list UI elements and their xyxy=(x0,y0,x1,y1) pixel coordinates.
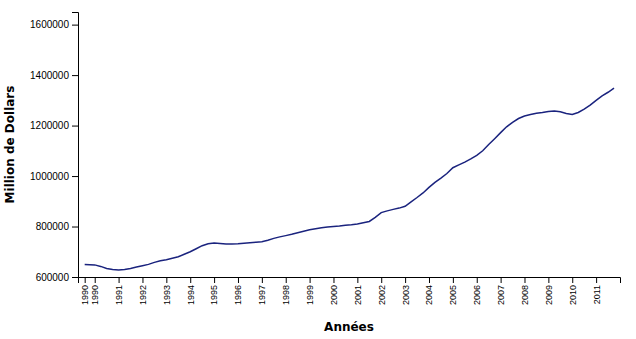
x-tick-mark xyxy=(333,277,334,283)
y-axis-title: Million de Dollars xyxy=(3,86,17,204)
x-tick: 2004 xyxy=(424,277,434,305)
y-tick-label: 600000 xyxy=(36,272,70,283)
series xyxy=(85,88,614,270)
x-tick-label: 2001 xyxy=(353,285,363,305)
x-tick-mark xyxy=(453,277,454,283)
x-tick: 2002 xyxy=(377,277,387,305)
x-tick-mark xyxy=(429,277,430,283)
y-tick-mark xyxy=(72,25,78,26)
x-tick-label: 2006 xyxy=(472,285,482,305)
plot-area: 19901990 1991 1992 1993 1994 1995 1996 1997 1998… xyxy=(30,13,620,306)
y-tick-mark xyxy=(72,277,78,278)
x-tick-mark xyxy=(501,277,502,283)
x-tick-mark xyxy=(381,277,382,283)
x-tick-label: 1990 xyxy=(90,285,100,305)
x-tick-label: 2002 xyxy=(377,285,387,305)
x-tick: 2003 xyxy=(400,277,410,305)
y-tick: 1000000 xyxy=(30,171,78,182)
chart: 19901990 1991 1992 1993 1994 1995 1996 1997 1998… xyxy=(0,0,636,339)
x-tick: 2000 xyxy=(329,277,339,305)
x-tick: 2011 xyxy=(592,277,602,304)
x-tick-label: 2005 xyxy=(448,285,458,305)
line xyxy=(85,88,614,270)
y-tick: 600000 xyxy=(36,272,78,283)
x-tick-mark xyxy=(238,277,239,283)
y-tick-label: 1000000 xyxy=(30,171,69,182)
x-tick-mark xyxy=(214,277,215,283)
x-tick-mark xyxy=(548,277,549,283)
x-tick-label: 1993 xyxy=(162,285,172,305)
x-axis: 19901990 1991 1992 1993 1994 1995 1996 1997 1998… xyxy=(79,277,621,305)
x-tick: 2006 xyxy=(472,277,482,305)
x-tick-label: 1995 xyxy=(209,285,219,305)
x-tick-label: 2011 xyxy=(592,285,602,304)
x-tick: 1995 xyxy=(209,277,219,305)
x-tick-mark xyxy=(85,277,86,283)
y-tick-mark xyxy=(72,126,78,127)
x-tick-label: 1994 xyxy=(186,285,196,305)
x-tick: 2005 xyxy=(448,277,458,305)
x-tick-label: 2010 xyxy=(568,285,578,305)
x-tick-mark xyxy=(119,277,120,283)
y-tick: 800000 xyxy=(36,221,78,232)
x-tick-label: 2003 xyxy=(400,285,410,305)
x-tick-mark xyxy=(596,277,597,283)
x-tick-mark xyxy=(405,277,406,283)
x-tick: 1997 xyxy=(257,277,267,305)
x-tick-label: 2000 xyxy=(329,285,339,305)
x-tick: 2009 xyxy=(544,277,554,305)
x-tick-mark xyxy=(262,277,263,283)
x-tick-label: 1991 xyxy=(114,285,124,305)
x-tick-label: 2008 xyxy=(520,285,530,305)
x-tick-label: 1997 xyxy=(257,285,267,305)
x-tick-label: 1992 xyxy=(138,285,148,305)
x-tick: 1990 xyxy=(80,277,90,305)
x-tick-label: 2007 xyxy=(496,285,506,305)
x-tick: 1999 xyxy=(305,277,315,305)
y-tick-label: 1200000 xyxy=(30,120,69,131)
x-tick-mark xyxy=(142,277,143,283)
x-tick: 1994 xyxy=(186,277,196,305)
x-tick-mark xyxy=(572,277,573,283)
x-tick-mark xyxy=(95,277,96,283)
x-axis-title: Années xyxy=(324,320,374,334)
y-tick: 1600000 xyxy=(30,19,78,30)
y-tick-label: 800000 xyxy=(36,221,70,232)
x-tick-mark xyxy=(524,277,525,283)
y-axis-line xyxy=(72,13,79,278)
y-tick-label: 1600000 xyxy=(30,19,69,30)
x-tick: 1991 xyxy=(114,277,124,305)
x-axis-line xyxy=(79,278,621,284)
x-tick-mark xyxy=(357,277,358,283)
x-tick-mark xyxy=(310,277,311,283)
y-tick-mark xyxy=(72,75,78,76)
y-tick: 1400000 xyxy=(30,70,78,81)
x-tick: 1992 xyxy=(138,277,148,305)
x-tick: 1996 xyxy=(233,277,243,305)
x-tick-mark xyxy=(166,277,167,283)
x-tick: 1993 xyxy=(162,277,172,305)
x-tick-label: 1999 xyxy=(305,285,315,305)
x-tick-mark xyxy=(190,277,191,283)
x-tick: 1990 xyxy=(90,277,100,305)
x-tick-label: 1998 xyxy=(281,285,291,305)
y-tick-label: 1400000 xyxy=(30,70,69,81)
y-tick-mark xyxy=(72,176,78,177)
y-tick: 1200000 xyxy=(30,120,78,131)
x-tick-mark xyxy=(286,277,287,283)
y-axis: 600000 800000 1000000 1200000 1400000 1600000 xyxy=(30,13,78,283)
x-tick-label: 2009 xyxy=(544,285,554,305)
x-tick: 2008 xyxy=(520,277,530,305)
x-tick: 2001 xyxy=(353,277,363,305)
x-tick-label: 2004 xyxy=(424,285,434,305)
y-tick-mark xyxy=(72,227,78,228)
x-tick-mark xyxy=(477,277,478,283)
x-tick: 2007 xyxy=(496,277,506,305)
x-tick-label: 1996 xyxy=(233,285,243,305)
x-tick: 2010 xyxy=(568,277,578,305)
x-tick: 1998 xyxy=(281,277,291,305)
x-tick-label: 1990 xyxy=(80,285,90,305)
